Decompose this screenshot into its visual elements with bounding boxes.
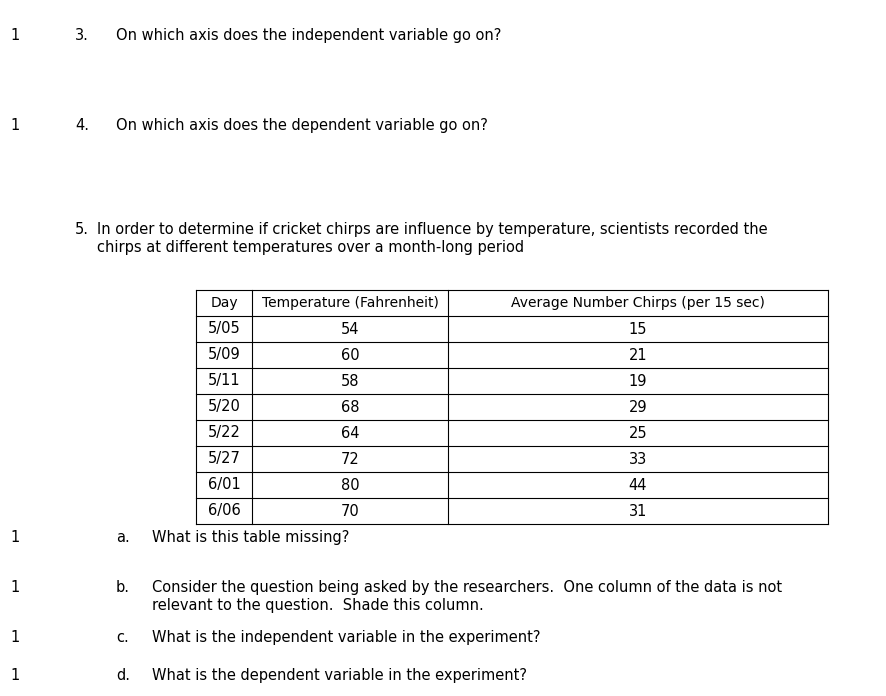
Text: 21: 21 — [628, 347, 647, 363]
Text: What is the independent variable in the experiment?: What is the independent variable in the … — [152, 630, 540, 645]
Text: 1: 1 — [10, 630, 19, 645]
Text: Temperature (Fahrenheit): Temperature (Fahrenheit) — [261, 296, 438, 310]
Text: 5/05: 5/05 — [207, 322, 240, 336]
Text: b.: b. — [116, 580, 130, 595]
Text: What is the dependent variable in the experiment?: What is the dependent variable in the ex… — [152, 668, 526, 683]
Text: On which axis does the dependent variable go on?: On which axis does the dependent variabl… — [116, 118, 487, 133]
Text: 68: 68 — [340, 400, 359, 415]
Text: 15: 15 — [628, 322, 647, 336]
Text: On which axis does the independent variable go on?: On which axis does the independent varia… — [116, 28, 501, 43]
Text: 25: 25 — [628, 425, 647, 441]
Text: 6/01: 6/01 — [207, 477, 240, 493]
Text: Consider the question being asked by the researchers.  One column of the data is: Consider the question being asked by the… — [152, 580, 781, 595]
Text: 5.: 5. — [75, 222, 89, 237]
Text: 5/20: 5/20 — [207, 400, 240, 415]
Text: 64: 64 — [340, 425, 359, 441]
Text: 29: 29 — [628, 400, 647, 415]
Text: 5/27: 5/27 — [207, 452, 240, 466]
Text: What is this table missing?: What is this table missing? — [152, 530, 349, 545]
Text: 1: 1 — [10, 668, 19, 683]
Text: 3.: 3. — [75, 28, 89, 43]
Text: 58: 58 — [340, 374, 359, 388]
Text: 72: 72 — [340, 452, 359, 466]
Text: a.: a. — [116, 530, 129, 545]
Text: 1: 1 — [10, 28, 19, 43]
Text: 31: 31 — [628, 503, 647, 519]
Text: 5/22: 5/22 — [207, 425, 240, 441]
Text: 80: 80 — [340, 477, 359, 493]
Text: In order to determine if cricket chirps are influence by temperature, scientists: In order to determine if cricket chirps … — [97, 222, 766, 237]
Text: c.: c. — [116, 630, 128, 645]
Text: 60: 60 — [340, 347, 359, 363]
Text: relevant to the question.  Shade this column.: relevant to the question. Shade this col… — [152, 598, 483, 613]
Text: 1: 1 — [10, 580, 19, 595]
Text: d.: d. — [116, 668, 130, 683]
Text: 5/11: 5/11 — [207, 374, 240, 388]
Text: 70: 70 — [340, 503, 359, 519]
Text: 54: 54 — [340, 322, 359, 336]
Text: 44: 44 — [628, 477, 647, 493]
Text: 19: 19 — [628, 374, 647, 388]
Text: 1: 1 — [10, 118, 19, 133]
Text: Day: Day — [210, 296, 237, 310]
Text: 33: 33 — [628, 452, 647, 466]
Text: Average Number Chirps (per 15 sec): Average Number Chirps (per 15 sec) — [510, 296, 764, 310]
Text: chirps at different temperatures over a month-long period: chirps at different temperatures over a … — [97, 240, 524, 255]
Text: 4.: 4. — [75, 118, 89, 133]
Text: 6/06: 6/06 — [207, 503, 240, 519]
Text: 1: 1 — [10, 530, 19, 545]
Text: 5/09: 5/09 — [207, 347, 240, 363]
